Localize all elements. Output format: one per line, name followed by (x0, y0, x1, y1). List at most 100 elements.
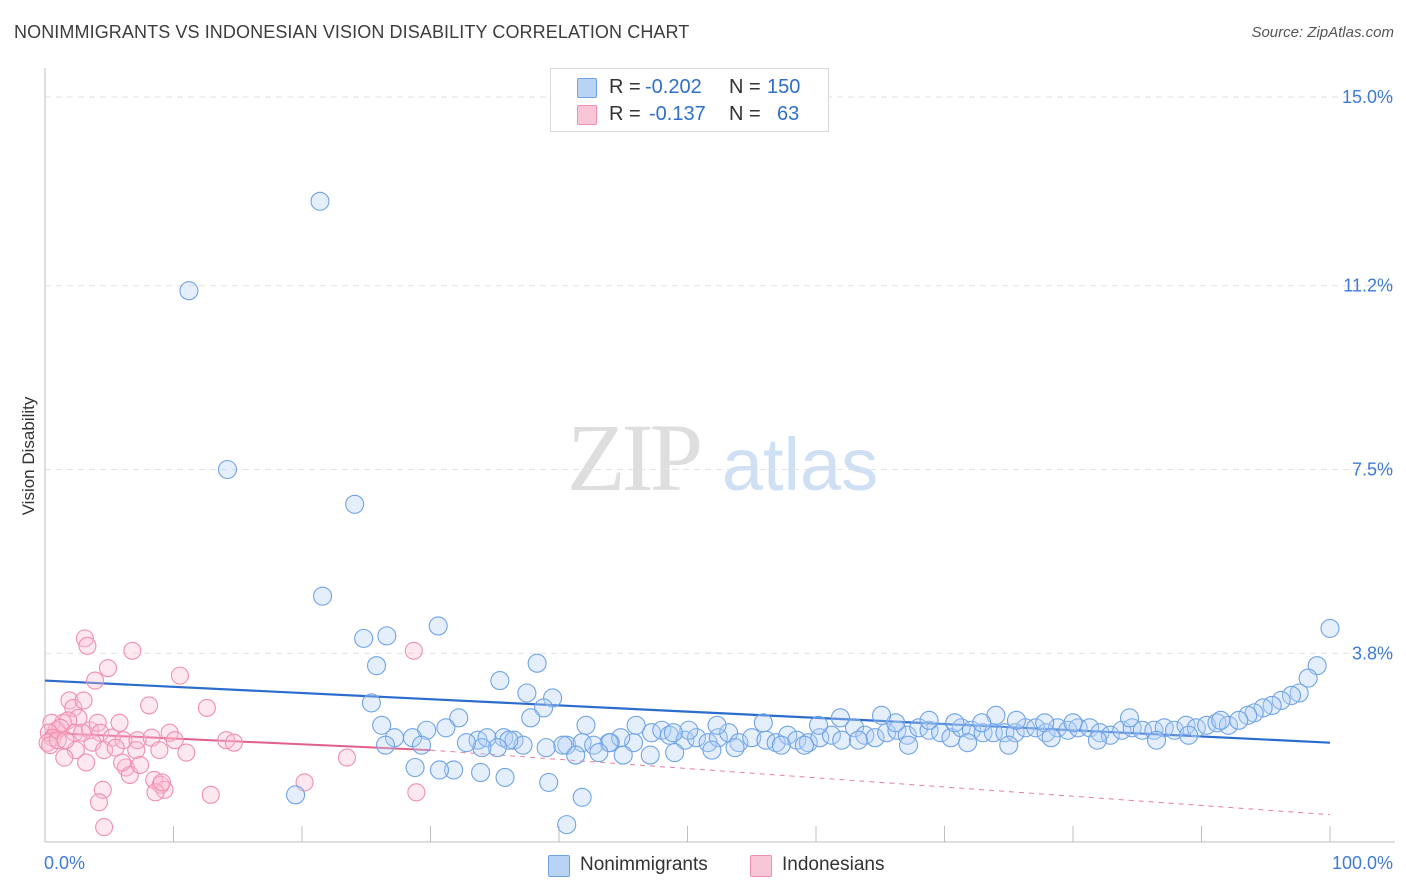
nonimmigrants-point (375, 735, 396, 755)
nonimmigrants-point (626, 715, 646, 735)
legend-swatch-pink (750, 855, 772, 877)
nonimmigrants-point (572, 733, 592, 753)
nonimmigrants-points (179, 191, 1340, 835)
nonimmigrants-point (1132, 720, 1152, 740)
nonimmigrants-point (179, 281, 199, 301)
nonimmigrants-point (830, 708, 850, 728)
nonimmigrants-point (366, 656, 387, 676)
indonesians-trend-extension (430, 749, 1331, 816)
indonesians-point (201, 785, 220, 804)
indonesians-point (56, 731, 75, 750)
y-tick-label: 7.5% (1352, 460, 1393, 480)
indonesians-point (91, 723, 110, 742)
indonesians-point (337, 748, 357, 767)
y-tick-label: 11.2% (1343, 276, 1393, 296)
indonesians-point (77, 753, 96, 772)
nonimmigrants-point (961, 720, 982, 740)
nonimmigrants-point (572, 787, 592, 807)
nonimmigrants-point (679, 720, 699, 740)
nonimmigrants-point (640, 745, 660, 765)
legend-n-value: 150 (767, 76, 801, 98)
nonimmigrants-point (1238, 705, 1258, 725)
nonimmigrants-point (513, 735, 533, 755)
nonimmigrants-point (477, 728, 497, 748)
legend-label: Nonimmigrants (580, 854, 708, 875)
legend-n-label: N = (729, 103, 761, 125)
nonimmigrants-point (686, 728, 707, 748)
nonimmigrants-point (354, 628, 374, 648)
nonimmigrants-point (405, 757, 425, 778)
nonimmigrants-point (313, 586, 333, 606)
indonesians-point (177, 743, 196, 762)
nonimmigrants-point (931, 723, 951, 743)
nonimmigrants-point (490, 671, 510, 691)
nonimmigrants-point (1298, 668, 1318, 688)
nonimmigrants-point (429, 760, 450, 780)
nonimmigrants-point (411, 735, 432, 755)
nonimmigrants-point (1164, 720, 1185, 740)
indonesians-point (98, 659, 118, 678)
indonesians-point (127, 741, 146, 760)
nonimmigrants-point (1100, 725, 1120, 745)
nonimmigrants-point (566, 745, 586, 765)
nonimmigrants-point (1026, 718, 1046, 738)
nonimmigrants-point (995, 723, 1015, 743)
nonimmigrants-point (527, 653, 547, 673)
nonimmigrants-point (897, 725, 917, 745)
legend-r-label: R = (609, 103, 641, 125)
nonimmigrants-point (1146, 730, 1167, 750)
nonimmigrants-point (613, 745, 633, 765)
legend-swatch-blue (548, 855, 570, 877)
nonimmigrants-point (972, 713, 992, 733)
indonesians-point (110, 713, 129, 732)
indonesians-trend-line (44, 731, 431, 752)
x-tick-label-min: 0.0% (44, 853, 85, 873)
nonimmigrants-point (945, 713, 965, 733)
nonimmigrants-point (766, 733, 786, 753)
indonesians-point (404, 641, 423, 660)
nonimmigrants-point (794, 735, 814, 755)
nonimmigrants-point (1320, 618, 1340, 638)
nonimmigrants-point (576, 715, 596, 735)
nonimmigrants-point (675, 730, 695, 750)
nonimmigrants-point (865, 728, 885, 748)
nonimmigrants-point (1063, 713, 1083, 733)
nonimmigrants-point (589, 743, 609, 763)
nonimmigrants-point (372, 715, 392, 735)
nonimmigrants-point (361, 693, 381, 713)
x-tick-labels: 0.0% 100.0% (44, 853, 1393, 873)
indonesians-point (78, 636, 97, 655)
y-tick-label: 15.0% (1342, 87, 1393, 107)
nonimmigrants-point (848, 730, 868, 750)
legend-r-label: R = (609, 76, 641, 98)
y-axis-label: Vision Disability (19, 396, 38, 515)
legend-label: Indonesians (782, 854, 885, 875)
nonimmigrants-point (456, 733, 477, 753)
indonesians-point (95, 741, 114, 760)
legend-n-value: 63 (777, 103, 800, 125)
nonimmigrants-point (436, 718, 456, 738)
nonimmigrants-point (1229, 710, 1249, 730)
indonesians-point (165, 731, 184, 750)
indonesians-point (86, 671, 105, 690)
indonesians-point (170, 666, 189, 685)
nonimmigrants-point (449, 708, 469, 728)
nonimmigrants-point (844, 718, 865, 738)
nonimmigrants-point (471, 762, 491, 783)
indonesians-point (114, 731, 133, 750)
nonimmigrants-point (444, 760, 464, 780)
source-label: Source: ZipAtlas.com (1251, 24, 1394, 41)
nonimmigrants-point (536, 738, 556, 758)
nonimmigrants-point (553, 735, 573, 755)
nonimmigrants-point (217, 459, 238, 480)
nonimmigrants-point (887, 720, 907, 740)
nonimmigrants-trend-line (44, 679, 1331, 744)
chart-title: NONIMMIGRANTS VS INDONESIAN VISION DISAB… (14, 22, 690, 42)
legend-n-label: N = (729, 76, 761, 98)
indonesians-point (75, 629, 94, 648)
trend-lines (44, 679, 1331, 816)
nonimmigrants-point (1211, 710, 1231, 730)
legend-swatch-blue (577, 78, 597, 98)
nonimmigrants-point (707, 715, 727, 735)
nonimmigrants-point (1041, 728, 1061, 748)
